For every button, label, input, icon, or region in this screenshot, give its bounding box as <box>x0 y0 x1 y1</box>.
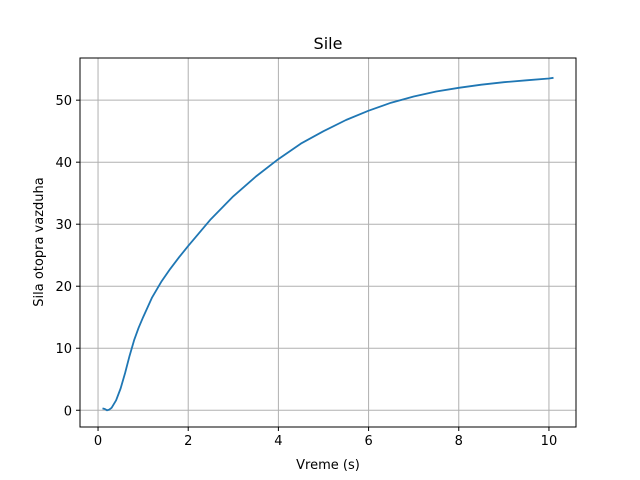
x-tick-label: 2 <box>184 434 192 449</box>
series-layer <box>102 76 554 412</box>
y-tick-label: 0 <box>64 404 72 419</box>
y-tick-label: 20 <box>55 280 72 295</box>
x-tick-label: 8 <box>455 434 463 449</box>
series-line <box>102 76 554 412</box>
x-tick-label: 6 <box>364 434 372 449</box>
y-axis: 0 10 20 30 40 50 <box>55 94 80 419</box>
x-axis-label: Vreme (s) <box>296 458 360 473</box>
y-tick-label: 50 <box>55 94 72 109</box>
x-tick-label: 4 <box>274 434 282 449</box>
plot-frame <box>79 57 577 428</box>
x-axis: 0 2 4 6 8 10 <box>94 427 557 449</box>
y-tick-label: 10 <box>55 342 72 357</box>
y-axis-label: Sila otopra vazduha <box>32 177 47 306</box>
x-tick-label: 0 <box>94 434 102 449</box>
y-tick-label: 40 <box>55 156 72 171</box>
y-tick-label: 30 <box>55 218 72 233</box>
x-tick-label: 10 <box>541 434 558 449</box>
grid <box>80 58 576 427</box>
chart-title: Sile <box>314 34 343 53</box>
